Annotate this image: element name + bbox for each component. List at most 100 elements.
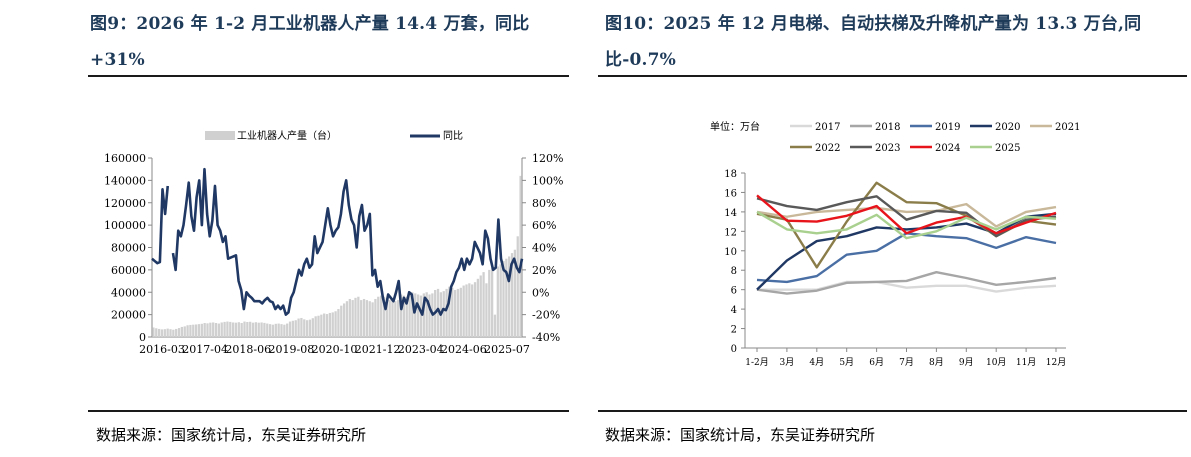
chart1-right-tick-label: 20% xyxy=(532,264,556,277)
robot-production-chart: 工业机器人产量（台） 同比 0 20000 40000 60000 80000 100000 1… xyxy=(104,129,563,356)
chart1-bar xyxy=(311,318,314,337)
chart1-bar xyxy=(254,322,258,337)
chart2-y-tick-label: 0 xyxy=(731,344,737,355)
chart1-bar xyxy=(451,287,454,337)
chart1-bar xyxy=(249,321,252,337)
chart1-bar xyxy=(374,298,377,337)
legend-label-2023: 2023 xyxy=(875,143,900,154)
chart1-bar xyxy=(490,267,494,337)
chart1-bar xyxy=(266,323,269,337)
legend-label-line: 同比 xyxy=(443,130,463,142)
chart2-unit-label: 单位：万台 xyxy=(710,120,760,133)
chart1-bars xyxy=(152,175,522,338)
chart2-y-tick-label: 8 xyxy=(731,266,737,277)
chart2-y-tick-label: 6 xyxy=(731,286,737,297)
chart1-bar xyxy=(300,317,303,337)
figure-10-source: 数据来源：国家统计局，东吴证券研究所 xyxy=(605,426,876,444)
chart1-bar xyxy=(203,323,206,337)
chart2-x-tick-label: 10月 xyxy=(986,357,1006,368)
legend-label-2020: 2020 xyxy=(995,122,1020,133)
chart1-bar xyxy=(422,293,425,337)
chart1-bar xyxy=(268,324,272,337)
chart1-bar xyxy=(340,305,343,337)
chart1-bar xyxy=(337,309,340,337)
chart1-bar xyxy=(155,328,158,337)
chart1-bar xyxy=(305,320,309,337)
chart1-bar xyxy=(308,319,312,337)
chart1-x-tick-label: 2020-10 xyxy=(312,343,358,356)
chart2-series-2018 xyxy=(756,270,1057,295)
figure-9-source: 数据来源：国家统计局，东吴证券研究所 xyxy=(96,426,367,444)
chart1-bar xyxy=(314,316,317,337)
chart1-bar xyxy=(231,322,235,337)
chart1-bar xyxy=(189,324,192,337)
chart2-y-tick-label: 10 xyxy=(724,247,737,258)
chart1-left-tick-label: 140000 xyxy=(104,174,146,187)
chart1-right-tick-label: 40% xyxy=(532,242,556,255)
chart2-x-tick-label: 4月 xyxy=(809,357,824,368)
figure-10-title: 图10：2025 年 12 月电梯、自动扶梯及升降机产量为 13.3 万台,同比… xyxy=(605,14,1142,70)
chart1-bar xyxy=(362,298,366,337)
chart1-bar xyxy=(357,296,360,337)
chart1-right-tick-label: -40% xyxy=(532,331,560,344)
chart1-bar xyxy=(277,323,280,337)
figure-9-panel: 图9：2026 年 1-2 月工业机器人产量 14.4 万套，同比+31% 工业… xyxy=(0,0,583,457)
figure-9-top-rule xyxy=(88,75,569,77)
chart1-bar xyxy=(516,236,519,337)
chart1-bar xyxy=(243,321,246,337)
chart1-bar xyxy=(485,283,488,337)
chart1-bar xyxy=(166,328,169,337)
chart1-left-tick-label: 160000 xyxy=(104,152,146,165)
chart1-bar xyxy=(194,324,198,337)
chart1-bar xyxy=(323,313,326,337)
chart1-right-tick-label: 80% xyxy=(532,197,556,210)
chart1-bar xyxy=(223,321,226,337)
chart1-bar xyxy=(488,269,491,338)
chart1-bar xyxy=(263,322,266,337)
chart1-right-tick-label: -20% xyxy=(532,309,560,322)
chart1-bar xyxy=(217,323,221,337)
chart2-y-tick-label: 16 xyxy=(724,188,737,199)
chart1-bar xyxy=(462,285,465,337)
legend-label-2022: 2022 xyxy=(815,143,840,154)
chart1-bar xyxy=(502,260,505,337)
chart1-bar xyxy=(160,329,164,337)
chart1-bar xyxy=(183,326,186,337)
chart1-bar xyxy=(459,287,462,337)
chart1-bar xyxy=(334,311,337,337)
chart1-bar xyxy=(513,249,517,337)
chart1-bar xyxy=(496,266,499,337)
chart1-bar xyxy=(192,324,195,337)
chart1-right-tick-label: 60% xyxy=(532,219,556,232)
chart2-series-2025 xyxy=(756,210,1057,240)
chart1-bar xyxy=(399,294,403,337)
chart1-x-tick-label: 2016-03 xyxy=(139,343,185,356)
chart1-bar xyxy=(186,325,189,337)
chart1-bar xyxy=(445,288,448,337)
chart2-x-tick-label: 11月 xyxy=(1016,357,1036,368)
chart1-bar xyxy=(288,321,292,337)
chart1-bar xyxy=(499,264,502,337)
legend-swatch-bars xyxy=(205,131,235,140)
chart2-x-tick-label: 12月 xyxy=(1046,357,1066,368)
chart1-bar xyxy=(220,322,223,337)
figure-9-bottom-rule xyxy=(88,410,569,412)
chart1-bar xyxy=(209,322,212,337)
figure-10-top-rule xyxy=(598,75,1187,77)
chart1-bar xyxy=(371,302,374,337)
chart1-x-tick-label: 2019-08 xyxy=(269,343,315,356)
chart1-bar xyxy=(237,322,240,337)
chart1-bar xyxy=(360,300,363,337)
chart1-x-tick-label: 2024-06 xyxy=(441,343,487,356)
chart1-bar xyxy=(465,284,468,337)
chart1-bar xyxy=(320,314,323,338)
chart1-bar xyxy=(391,298,394,337)
chart2-x-tick-label: 7月 xyxy=(899,357,914,368)
chart1-bar xyxy=(368,301,371,337)
chart1-bar xyxy=(303,319,306,337)
chart1-bar xyxy=(317,315,320,337)
chart2-x-tick-label: 6月 xyxy=(869,357,884,368)
chart1-bar xyxy=(425,292,428,337)
chart2-legend: 2017 2018 2019 2020 2021 2022 2023 2024 2025 xyxy=(790,122,1080,154)
